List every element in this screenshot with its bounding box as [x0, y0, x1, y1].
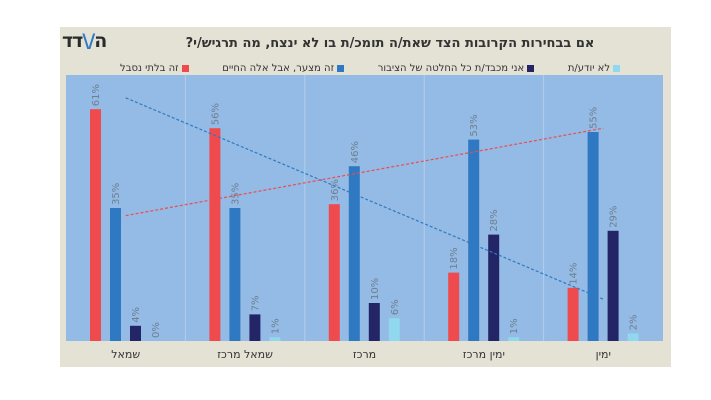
- bar: [328, 204, 340, 341]
- data-label: 4%: [131, 307, 142, 323]
- bar: [229, 208, 241, 341]
- bar: [448, 272, 460, 341]
- x-tick-label: שמאל: [111, 348, 140, 361]
- bar: [587, 132, 599, 341]
- bar: [209, 128, 221, 341]
- x-tick-label: שמאל מרכז: [217, 348, 273, 361]
- bar: [468, 139, 480, 341]
- bar: [269, 337, 281, 341]
- data-label: 14%: [569, 263, 580, 285]
- data-label: 53%: [469, 114, 480, 136]
- data-label: 36%: [330, 179, 341, 201]
- bar: [348, 166, 360, 341]
- x-tick-label: מרכז: [353, 348, 376, 361]
- legend-label: זה בלתי נסבל: [120, 63, 179, 74]
- legend: זה בלתי נסבל זה מצער, אבל אלה החיים אני …: [120, 63, 620, 74]
- chart-title: אם בבחירות הקרובות הצד שאת/ה תומכ/ת בו ל…: [185, 36, 595, 51]
- bar: [567, 287, 579, 341]
- data-label: 55%: [589, 107, 600, 129]
- data-label: 35%: [230, 183, 241, 205]
- legend-swatch: [337, 65, 345, 72]
- bar: [368, 303, 380, 341]
- legend-swatch: [613, 65, 620, 72]
- legend-item: לא יודע/ת: [568, 63, 620, 74]
- bar: [110, 208, 121, 341]
- legend-item: זה בלתי נסבל: [120, 63, 189, 74]
- legend-item: אני מכבד/ת כל החלטה של הציבור: [377, 63, 535, 74]
- bar: [249, 314, 261, 341]
- data-label: 6%: [390, 299, 401, 315]
- bar: [130, 325, 141, 341]
- logo: ה/\דד: [62, 30, 107, 52]
- data-label: 1%: [509, 318, 520, 334]
- bar: [508, 337, 520, 341]
- bar: [388, 318, 400, 341]
- data-label: 0%: [151, 322, 162, 338]
- data-label: 29%: [609, 206, 620, 228]
- x-tick-label: ימין: [596, 348, 611, 361]
- bar: [488, 234, 500, 341]
- trendline: [125, 97, 604, 300]
- data-label: 2%: [629, 315, 640, 331]
- data-label: 1%: [270, 318, 281, 334]
- bar: [627, 333, 639, 341]
- data-label: 61%: [91, 84, 102, 106]
- trendline: [125, 127, 604, 217]
- bar: [90, 109, 101, 341]
- data-label: 18%: [449, 247, 460, 269]
- data-label: 35%: [111, 183, 122, 205]
- data-label: 28%: [489, 209, 500, 231]
- data-label: 10%: [370, 278, 381, 300]
- legend-item: זה מצער, אבל אלה החיים: [222, 63, 345, 74]
- legend-swatch: [181, 65, 189, 72]
- legend-label: אני מכבד/ת כל החלטה של הציבור: [377, 63, 525, 74]
- data-label: 56%: [210, 103, 221, 125]
- legend-label: זה מצער, אבל אלה החיים: [222, 63, 335, 74]
- bar: [607, 230, 619, 341]
- legend-swatch: [527, 65, 535, 72]
- data-label: 46%: [350, 141, 361, 163]
- legend-label: לא יודע/ת: [567, 63, 610, 74]
- x-tick-label: ימין מרכז: [463, 348, 505, 361]
- data-label: 7%: [250, 296, 261, 312]
